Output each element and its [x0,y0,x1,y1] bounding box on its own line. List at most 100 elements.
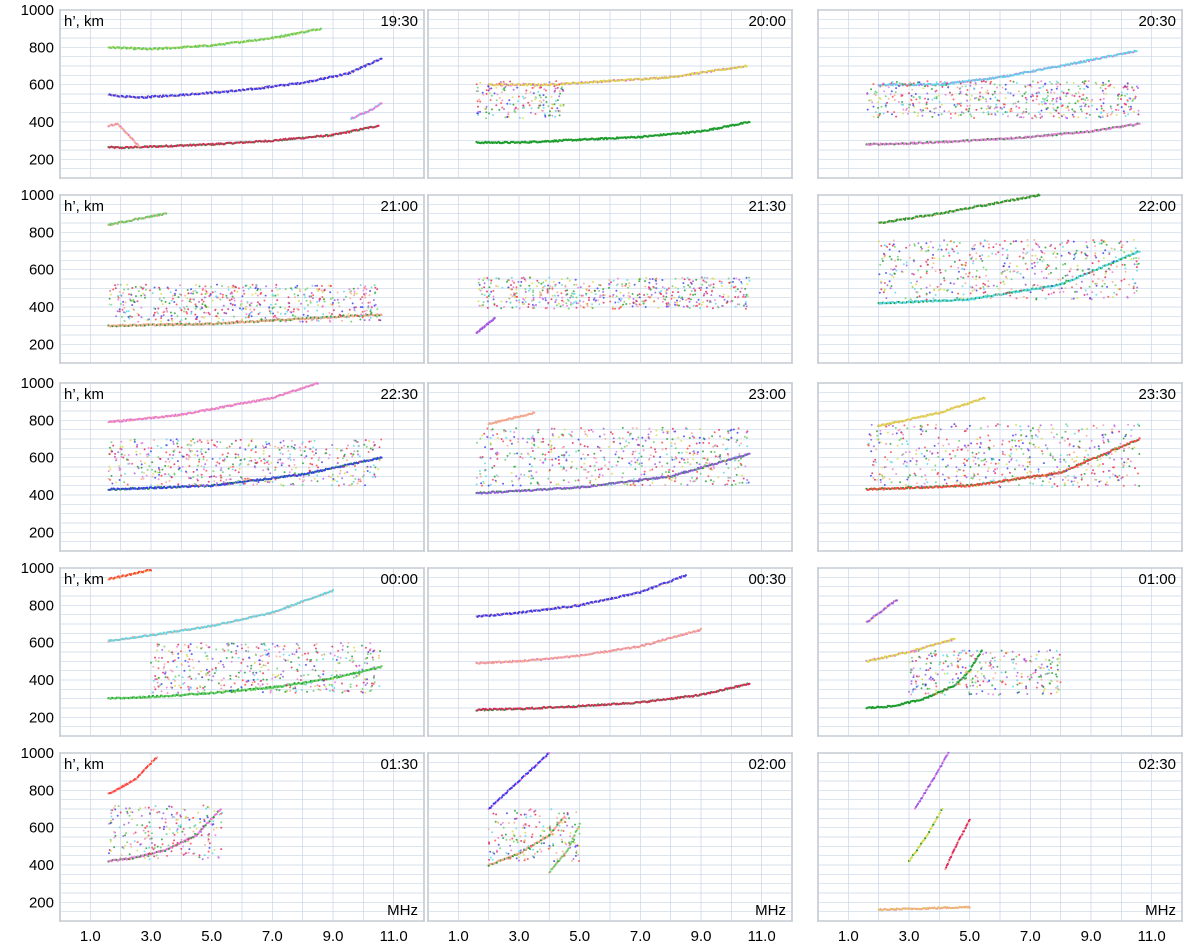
cloud-point [536,279,539,282]
cloud-point [695,278,698,281]
cloud-point [927,249,930,252]
cloud-point [268,306,271,309]
cloud-point [195,291,198,294]
cloud-point [1002,103,1005,106]
cloud-point [706,299,709,302]
cloud-point [893,99,896,101]
cloud-point [320,316,323,319]
cloud-point [1084,80,1086,83]
cloud-point [918,81,921,84]
cloud-point [593,297,596,300]
cloud-point [987,92,990,95]
cloud-point [200,293,203,296]
cloud-point [573,283,576,286]
cloud-point [122,304,125,306]
cloud-point [1054,109,1057,112]
cloud-point [532,296,535,299]
cloud-point [243,292,246,295]
cloud-point [554,110,557,112]
cloud-point [249,308,252,311]
cloud-point [987,285,990,288]
cloud-point [269,310,272,313]
cloud-point [1025,108,1028,111]
cloud-point [374,303,377,306]
cloud-point [647,286,650,289]
cloud-point [577,286,580,289]
cloud-point [1033,272,1036,275]
cloud-point [1118,242,1121,245]
cloud-point [227,320,230,323]
cloud-point [679,300,681,303]
cloud-point [1074,92,1077,95]
cloud-point [544,297,547,299]
cloud-point [1100,111,1103,114]
cloud-point [677,291,680,294]
y-tick-label: 400 [29,114,54,131]
cloud-point [1095,256,1098,259]
cloud-point [744,303,747,305]
cloud-point [116,310,119,313]
cloud-point [480,304,483,307]
cloud-point [362,289,365,292]
cloud-point [662,295,665,298]
cloud-point [671,285,674,288]
cloud-point [885,272,887,274]
cloud-point [890,90,893,93]
cloud-point [933,97,936,100]
cloud-point [194,313,197,316]
cloud-point [173,312,176,315]
cloud-point [902,103,905,106]
cloud-point [627,297,630,300]
cloud-point [569,301,572,304]
cloud-point [644,280,646,283]
cloud-point [1072,115,1075,118]
cloud-point [241,303,243,305]
cloud-point [609,300,612,303]
cloud-point [997,287,1000,290]
cloud-point [900,95,903,97]
cloud-point [933,257,936,260]
cloud-point [134,285,137,288]
cloud-point [985,98,987,101]
cloud-point [1071,108,1074,111]
cloud-point [924,97,926,100]
cloud-point [338,313,341,316]
cloud-point [624,284,627,287]
cloud-point [1062,245,1064,248]
cloud-point [1067,109,1070,112]
cloud-point [1059,98,1062,101]
cloud-point [301,320,304,323]
cloud-point [1060,254,1063,257]
cloud-point [631,293,634,295]
cloud-point [551,286,554,289]
cloud-point [638,293,641,296]
cloud-point [160,317,163,320]
cloud-point [234,304,236,307]
y-tick-label: 800 [29,224,54,241]
cloud-point [671,291,674,294]
cloud-point [1017,100,1020,103]
cloud-point [1050,91,1052,94]
cloud-point [1091,291,1094,294]
cloud-point [929,240,932,243]
cloud-point [560,292,563,295]
cloud-point [555,80,558,83]
cloud-point [110,293,112,296]
cloud-point [569,296,572,299]
cloud-point [349,297,352,300]
cloud-point [478,283,481,286]
cloud-point [892,276,895,279]
cloud-point [219,292,222,295]
cloud-point [938,101,941,103]
cloud-point [1078,95,1081,98]
cloud-point [477,300,480,303]
cloud-point [190,312,193,315]
cloud-point [1024,96,1027,99]
cloud-point [934,270,937,273]
cloud-point [522,297,525,300]
cloud-point [217,296,220,299]
cloud-point [1036,95,1039,98]
cloud-point [960,111,963,114]
cloud-point [1006,111,1008,114]
cloud-point [246,300,249,303]
